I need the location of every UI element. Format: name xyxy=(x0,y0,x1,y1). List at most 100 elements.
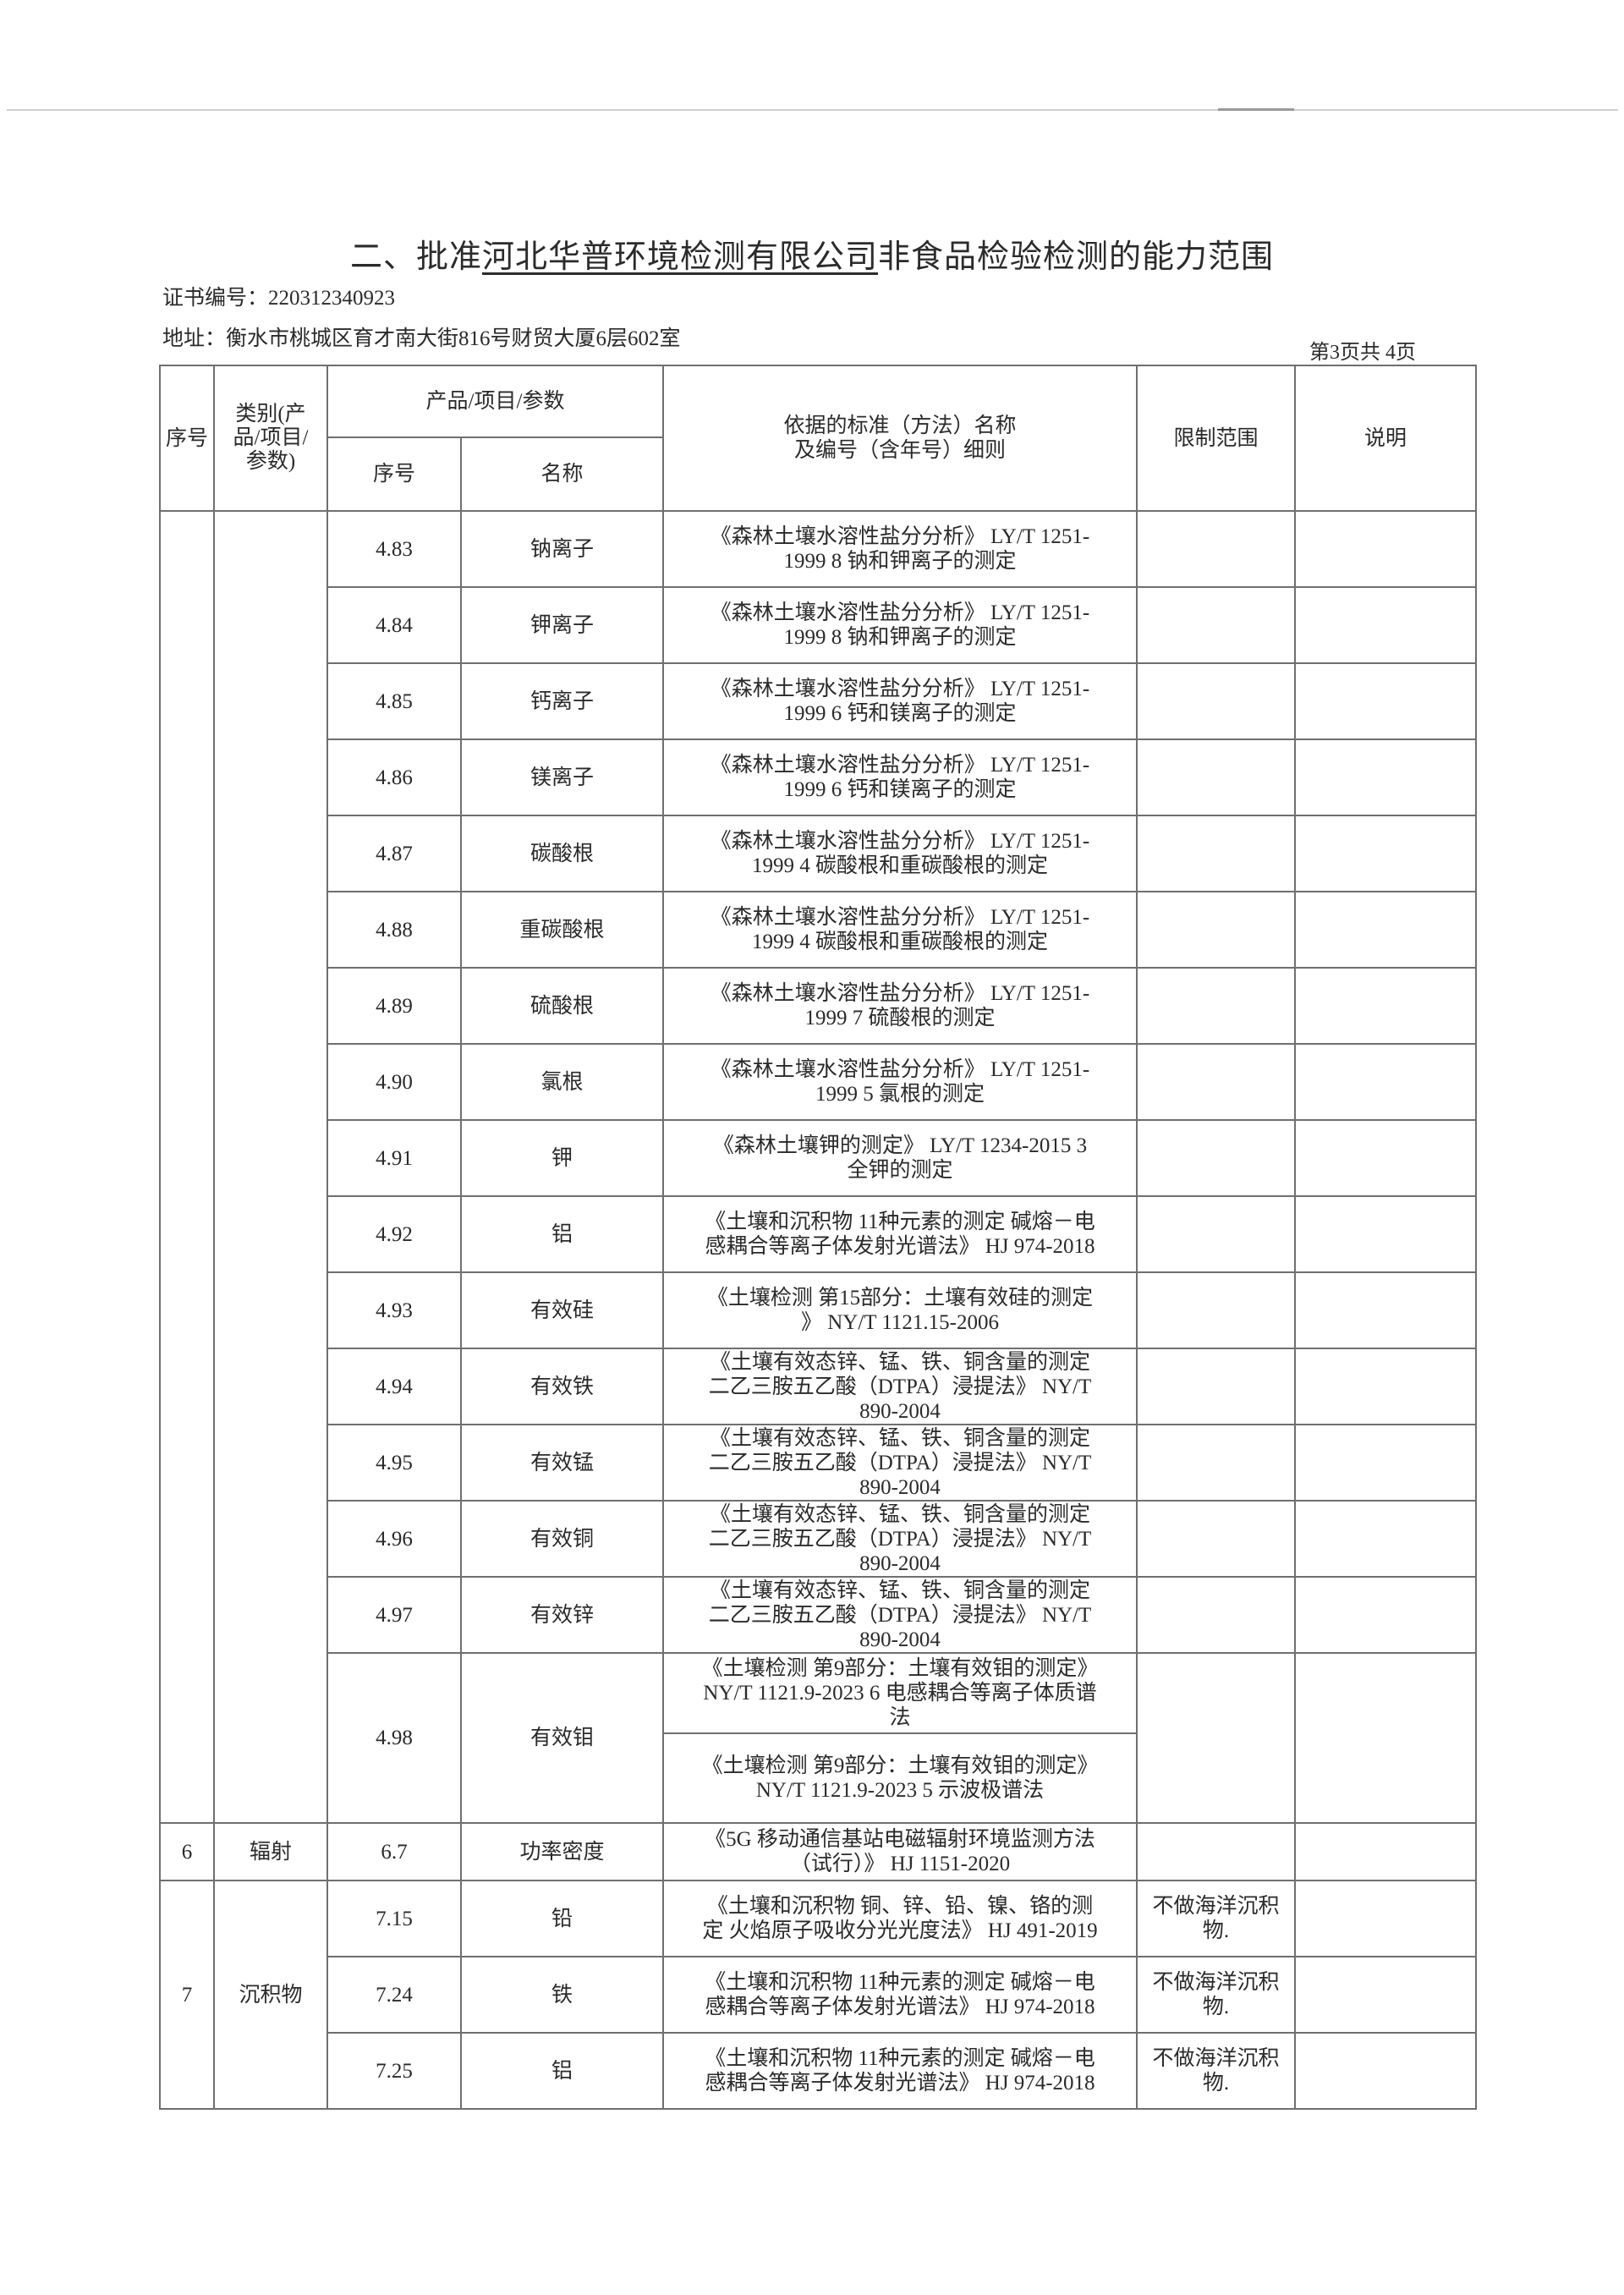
item-note xyxy=(1294,2032,1477,2110)
table-row: 6 辐射 6.7 功率密度 《5G 移动通信基站电磁辐射环境监测方法 （试行）》 HJ … xyxy=(159,1822,1477,1881)
group-number xyxy=(159,510,215,1824)
item-name: 有效锰 xyxy=(460,1424,664,1502)
table-row: 4.84 钾离子 《森林土壤水溶性盐分分析》 LY/T 1251- 1999 8 钠… xyxy=(160,586,1477,664)
method-standard: 《土壤有效态锌、锰、铁、铜含量的测定 二乙三胺五乙酸（DTPA）浸提法》 NY/… xyxy=(662,1500,1138,1578)
address-value: 衡水市桃城区育才南大街816号财贸大厦6层602室 xyxy=(226,327,681,350)
item-number: 7.25 xyxy=(326,2032,462,2110)
item-name: 钾 xyxy=(460,1119,664,1197)
table-row: 4.87 碳酸根 《森林土壤水溶性盐分分析》 LY/T 1251- 1999 4 碳… xyxy=(160,815,1477,892)
method-standard: 《森林土壤水溶性盐分分析》 LY/T 1251- 1999 5 氯根的测定 xyxy=(662,1043,1138,1121)
table-row: 4.85 钙离子 《森林土壤水溶性盐分分析》 LY/T 1251- 1999 6 钙… xyxy=(160,662,1477,740)
method-standard: 《土壤有效态锌、锰、铁、铜含量的测定 二乙三胺五乙酸（DTPA）浸提法》 NY/… xyxy=(662,1348,1138,1425)
item-name: 铝 xyxy=(460,2032,664,2110)
title-company: 河北华普环境检测有限公司 xyxy=(481,239,878,275)
limit-range xyxy=(1136,510,1296,588)
item-note xyxy=(1294,738,1477,816)
method-standard: 《土壤有效态锌、锰、铁、铜含量的测定 二乙三胺五乙酸（DTPA）浸提法》 NY/… xyxy=(662,1424,1138,1502)
item-number: 7.15 xyxy=(326,1880,462,1957)
item-note xyxy=(1294,1348,1477,1425)
header-category: 类别(产品/项目/参数) xyxy=(213,365,328,512)
item-name: 有效铜 xyxy=(460,1500,664,1578)
scan-edge-mark xyxy=(1218,108,1294,111)
item-name: 铝 xyxy=(460,1195,664,1273)
limit-range xyxy=(1136,1424,1296,1502)
header-standard: 依据的标准（方法）名称 及编号（含年号）细则 xyxy=(662,365,1138,512)
item-name: 镁离子 xyxy=(460,738,664,816)
method-standard: 《森林土壤钾的测定》 LY/T 1234-2015 3 全钾的测定 xyxy=(662,1119,1138,1197)
limit-range: 不做海洋沉积 物. xyxy=(1136,1880,1296,1957)
limit-range xyxy=(1136,738,1296,816)
table-row: 4.91 钾《森林土壤钾的测定》 LY/T 1234-2015 3 全钾的测定 xyxy=(160,1119,1477,1197)
scan-edge-line xyxy=(7,109,1618,111)
table-row: 4.96 有效铜 《土壤有效态锌、锰、铁、铜含量的测定 二乙三胺五乙酸（DTPA）浸… xyxy=(160,1500,1477,1578)
limit-range xyxy=(1136,1271,1296,1349)
method-standard: 《森林土壤水溶性盐分分析》 LY/T 1251- 1999 4 碳酸根和重碳酸根… xyxy=(662,891,1138,969)
item-number: 6.7 xyxy=(326,1822,462,1881)
item-number: 4.84 xyxy=(326,586,462,664)
limit-range xyxy=(1136,1119,1296,1197)
item-number: 4.96 xyxy=(326,1500,462,1578)
item-name: 铁 xyxy=(460,1956,664,2034)
item-number: 4.89 xyxy=(326,967,462,1045)
item-number: 4.97 xyxy=(326,1576,462,1654)
item-note xyxy=(1294,1195,1477,1273)
item-note xyxy=(1294,1822,1477,1881)
item-note xyxy=(1294,1043,1477,1121)
limit-range xyxy=(1136,1348,1296,1425)
table-row: 7.24 铁《土壤和沉积物 11种元素的测定 碱熔－电 感耦合等离子体发射光谱法》… xyxy=(160,1956,1477,2034)
item-note xyxy=(1294,1880,1477,1957)
method-standard: 《森林土壤水溶性盐分分析》 LY/T 1251- 1999 6 钙和镁离子的测定 xyxy=(662,738,1138,816)
limit-range xyxy=(1136,1576,1296,1654)
item-number: 4.95 xyxy=(326,1424,462,1502)
table-row: 4.92 铝《土壤和沉积物 11种元素的测定 碱熔－电 感耦合等离子体发射光谱法》… xyxy=(160,1195,1477,1273)
item-number: 4.98 xyxy=(326,1652,462,1824)
address: 地址：衡水市桃城区育才南大街816号财贸大厦6层602室 xyxy=(162,321,681,352)
item-name: 钙离子 xyxy=(460,662,664,740)
header-no: 序号 xyxy=(159,365,215,512)
item-name: 硫酸根 xyxy=(460,967,664,1045)
group-category: 沉积物 xyxy=(213,1880,328,2110)
table-row: 4.93 有效硅 《土壤检测 第15部分：土壤有效硅的测定 》 NY/T 1121.… xyxy=(160,1271,1477,1349)
table-row: 4.86 镁离子 《森林土壤水溶性盐分分析》 LY/T 1251- 1999 6 钙… xyxy=(160,738,1477,816)
method-standard: 《土壤和沉积物 铜、锌、铅、镍、铬的测 定 火焰原子吸收分光光度法》 HJ 49… xyxy=(662,1880,1138,1957)
item-name: 钠离子 xyxy=(460,510,664,588)
header-note: 说明 xyxy=(1294,365,1477,512)
item-note xyxy=(1294,1119,1477,1197)
method-standard: 《土壤检测 第9部分：土壤有效钼的测定》 NY/T 1121.9-2023 6 … xyxy=(662,1652,1138,1734)
item-note xyxy=(1294,662,1477,740)
item-number: 4.93 xyxy=(326,1271,462,1349)
method-standard: 《森林土壤水溶性盐分分析》 LY/T 1251- 1999 8 钠和钾离子的测定 xyxy=(662,586,1138,664)
item-note xyxy=(1294,1956,1477,2034)
title-prefix: 二、批准 xyxy=(349,239,482,275)
item-number: 4.85 xyxy=(326,662,462,740)
method-standard: 《土壤和沉积物 11种元素的测定 碱熔－电 感耦合等离子体发射光谱法》 HJ 9… xyxy=(662,1195,1138,1273)
limit-range xyxy=(1136,815,1296,892)
cert-label: 证书编号： xyxy=(162,287,269,310)
item-note xyxy=(1294,891,1477,969)
item-number: 4.90 xyxy=(326,1043,462,1121)
capability-table: 序号 类别(产品/项目/参数) 产品/项目/参数 依据的标准（方法）名称 及编号… xyxy=(159,365,1477,2110)
group-number: 7 xyxy=(159,1880,215,2110)
limit-range: 不做海洋沉积 物. xyxy=(1136,2032,1296,2110)
item-note xyxy=(1294,1576,1477,1654)
method-standard: 《土壤和沉积物 11种元素的测定 碱熔－电 感耦合等离子体发射光谱法》 HJ 9… xyxy=(662,1956,1138,2034)
address-label: 地址： xyxy=(162,327,227,350)
table-row: 4.95 有效锰 《土壤有效态锌、锰、铁、铜含量的测定 二乙三胺五乙酸（DTPA）浸… xyxy=(160,1424,1477,1502)
limit-range xyxy=(1136,662,1296,740)
item-name: 钾离子 xyxy=(460,586,664,664)
item-number: 4.91 xyxy=(326,1119,462,1197)
item-name: 功率密度 xyxy=(460,1822,664,1881)
method-standard: 《森林土壤水溶性盐分分析》 LY/T 1251- 1999 6 钙和镁离子的测定 xyxy=(662,662,1138,740)
table-row: 4.98 有效钼 《土壤检测 第9部分：土壤有效钼的测定》 NY/T 1121.9-… xyxy=(160,1652,1477,1824)
item-number: 4.83 xyxy=(326,510,462,588)
header-limit: 限制范围 xyxy=(1136,365,1296,512)
item-name: 有效钼 xyxy=(460,1652,664,1824)
item-note xyxy=(1294,1271,1477,1349)
header-product-group: 产品/项目/参数 xyxy=(326,365,664,438)
item-number: 7.24 xyxy=(326,1956,462,2034)
limit-range xyxy=(1136,967,1296,1045)
table-row: 4.89 硫酸根 《森林土壤水溶性盐分分析》 LY/T 1251- 1999 7 硫… xyxy=(160,967,1477,1045)
item-number: 4.94 xyxy=(326,1348,462,1425)
item-name: 重碳酸根 xyxy=(460,891,664,969)
item-number: 4.87 xyxy=(326,815,462,892)
